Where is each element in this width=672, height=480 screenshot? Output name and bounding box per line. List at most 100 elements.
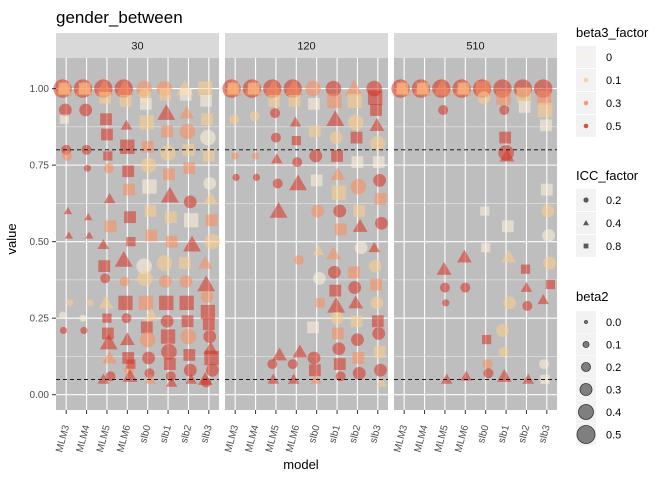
data-point <box>396 82 409 95</box>
x-tick-label: MLM5 <box>95 424 113 454</box>
data-point <box>271 153 283 164</box>
data-point <box>368 259 382 273</box>
data-point <box>120 119 133 130</box>
data-point <box>516 87 531 102</box>
points-group <box>391 79 556 384</box>
data-point <box>183 162 196 175</box>
legend-size-swatch <box>579 383 593 396</box>
data-point <box>105 371 116 382</box>
data-point <box>179 295 194 311</box>
data-point <box>327 296 346 313</box>
data-point <box>481 335 492 345</box>
data-point <box>179 88 192 101</box>
data-point <box>64 231 74 239</box>
data-point <box>522 300 533 311</box>
data-point <box>200 290 214 304</box>
data-point <box>139 115 154 130</box>
data-point <box>352 218 368 232</box>
data-point <box>197 275 216 292</box>
data-point <box>163 358 176 370</box>
data-point <box>350 315 363 328</box>
x-tick-label: slb3 <box>537 424 552 445</box>
data-point <box>136 258 152 274</box>
data-point <box>520 264 531 274</box>
data-point <box>202 318 215 331</box>
data-point <box>201 113 213 126</box>
data-point <box>370 296 384 310</box>
data-point <box>80 326 88 335</box>
data-point <box>181 315 194 328</box>
chart-title: gender_between <box>56 8 183 27</box>
x-tick-label: MLM5 <box>264 424 282 454</box>
data-point <box>501 249 517 263</box>
data-point <box>103 151 113 161</box>
x-tick-label: MLM5 <box>433 424 451 454</box>
data-point <box>499 105 510 116</box>
data-point <box>267 359 278 370</box>
data-point <box>537 294 549 305</box>
data-point <box>79 314 87 322</box>
x-tick-label: MLM3 <box>392 424 410 454</box>
data-point <box>231 152 239 160</box>
panel-background <box>394 58 557 410</box>
data-point <box>183 195 197 209</box>
data-point <box>352 352 365 364</box>
data-point <box>201 377 212 388</box>
y-tick-label: 0.25 <box>30 314 50 325</box>
data-point <box>58 311 67 319</box>
data-point <box>312 245 325 256</box>
y-axis: 0.00 0.25 0.50 0.75 1.00 <box>30 84 56 401</box>
data-point <box>327 93 342 109</box>
data-point <box>308 364 321 377</box>
x-tick-label: MLM4 <box>75 424 93 454</box>
data-point <box>161 344 177 360</box>
data-point <box>353 205 366 217</box>
legend-beta3: beta3_factor 0 0.1 0.3 0.5 <box>576 25 649 137</box>
data-point <box>370 135 386 152</box>
data-point <box>180 328 197 345</box>
data-point <box>122 352 135 364</box>
data-point <box>329 131 343 144</box>
data-point <box>183 349 196 361</box>
data-point <box>333 204 347 218</box>
x-tick-label: slb1 <box>497 424 512 445</box>
facet-strip-label: 510 <box>466 41 484 53</box>
y-tick-label: 0.00 <box>30 390 50 401</box>
data-point <box>139 331 156 348</box>
data-point <box>145 229 158 242</box>
x-tick-label: slb1 <box>328 424 343 445</box>
data-point <box>332 327 344 340</box>
facet-panel-120: 120 <box>222 33 388 410</box>
data-point <box>309 149 323 163</box>
data-point <box>542 229 556 242</box>
legend-label: 0.3 <box>606 98 621 110</box>
data-point <box>100 273 111 284</box>
data-point <box>178 257 191 269</box>
data-point <box>203 330 217 343</box>
data-point <box>416 82 429 95</box>
data-point <box>375 216 388 230</box>
data-point <box>499 148 515 162</box>
x-tick-label: slb2 <box>348 424 363 445</box>
data-point <box>78 82 91 95</box>
data-point <box>522 373 534 384</box>
data-point <box>165 371 176 382</box>
legend-beta2: beta2 0.0 0.1 0.2 0.3 0.4 0.5 <box>576 289 621 446</box>
facet-panel-510: 510 <box>391 33 557 410</box>
data-point <box>249 111 260 122</box>
data-point <box>503 296 517 310</box>
y-tick-label: 1.00 <box>30 84 50 95</box>
data-point <box>165 235 178 248</box>
data-point <box>481 243 491 253</box>
data-point <box>139 98 152 110</box>
data-point <box>98 260 111 273</box>
legend-label: 0.5 <box>606 430 621 442</box>
data-point <box>291 136 301 146</box>
data-point <box>457 82 470 95</box>
data-point <box>200 129 216 146</box>
data-point <box>251 152 260 160</box>
data-point <box>307 351 321 365</box>
data-point <box>335 371 346 382</box>
data-point <box>144 373 157 384</box>
data-point <box>460 370 472 381</box>
